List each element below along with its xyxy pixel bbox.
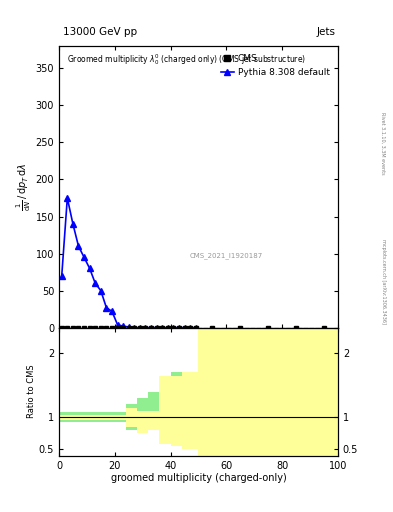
Text: Groomed multiplicity $\lambda_0^0$ (charged only) (CMS jet substructure): Groomed multiplicity $\lambda_0^0$ (char… <box>67 52 307 67</box>
Text: Jets: Jets <box>317 27 336 37</box>
X-axis label: groomed multiplicity (charged-only): groomed multiplicity (charged-only) <box>110 473 286 483</box>
Text: 13000 GeV pp: 13000 GeV pp <box>63 27 137 37</box>
Text: Rivet 3.1.10, 3.3M events: Rivet 3.1.10, 3.3M events <box>381 112 386 175</box>
Text: mcplots.cern.ch [arXiv:1306.3436]: mcplots.cern.ch [arXiv:1306.3436] <box>381 239 386 324</box>
Text: CMS_2021_I1920187: CMS_2021_I1920187 <box>190 252 263 259</box>
Legend: CMS, Pythia 8.308 default: CMS, Pythia 8.308 default <box>217 51 334 80</box>
Y-axis label: $\frac{1}{\mathrm{d}N}\,/\,\mathrm{d}p_{T}\,\mathrm{d}\lambda$: $\frac{1}{\mathrm{d}N}\,/\,\mathrm{d}p_{… <box>15 163 33 211</box>
Y-axis label: Ratio to CMS: Ratio to CMS <box>27 365 36 418</box>
